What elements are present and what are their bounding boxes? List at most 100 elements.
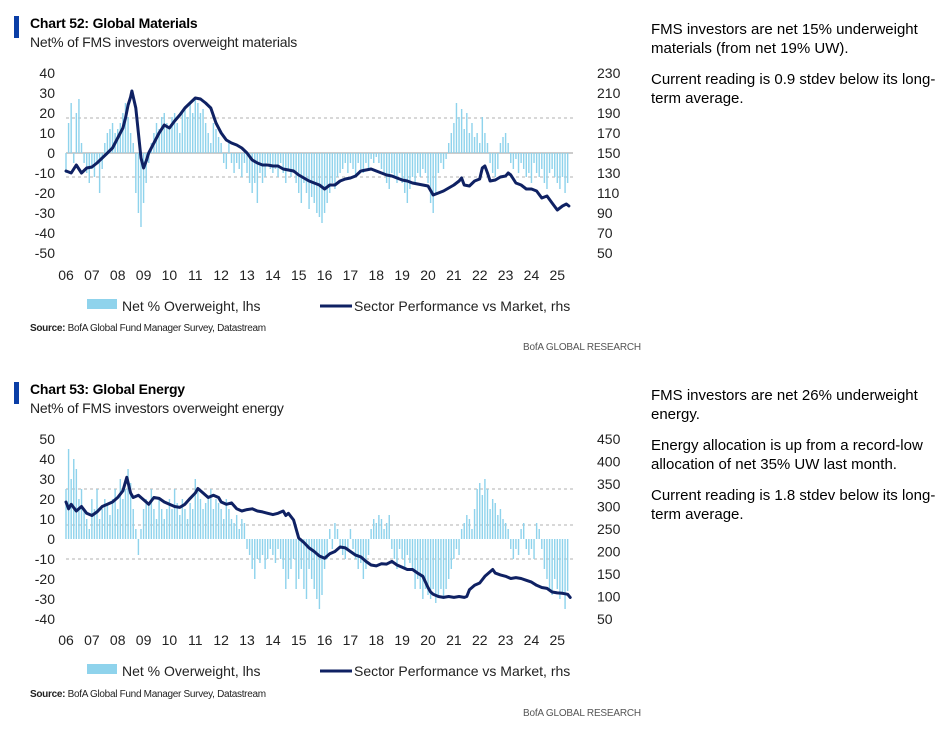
bar-net-overweight [173,489,176,539]
bar-net-overweight [310,153,313,197]
bar-net-overweight [290,153,292,177]
bar-net-overweight [489,509,491,539]
bar-net-overweight [91,153,93,169]
bar-net-overweight [432,153,434,213]
bar-net-overweight [197,489,199,539]
bar-net-overweight [132,143,134,153]
bar-net-overweight [401,539,403,559]
bar-net-overweight [168,129,171,153]
bar-net-overweight [393,539,396,559]
y-left-tick-label: 0 [47,531,55,547]
bar-net-overweight [453,123,455,153]
x-tick-label: 12 [213,267,229,283]
bar-net-overweight [212,509,215,539]
y-left-tick-label: 30 [39,471,55,487]
bar-net-overweight [427,153,429,183]
bar-net-overweight [163,519,165,539]
bar-net-overweight [85,519,88,539]
bar-net-overweight [272,153,274,173]
bar-net-overweight [160,509,163,539]
bar-net-overweight [504,133,507,153]
y-left-tick-label: -20 [35,571,55,587]
bar-net-overweight [287,153,290,169]
bar-net-overweight [215,129,217,153]
bar-net-overweight [396,153,398,183]
bar-net-overweight [251,539,253,569]
bar-net-overweight [217,137,220,153]
y-right-tick-label: 130 [597,165,621,181]
bar-net-overweight [329,153,331,193]
bar-net-overweight [210,143,212,153]
legend-swatch-bars [87,664,117,674]
bar-net-overweight [295,153,297,183]
bar-net-overweight [145,153,147,183]
bar-net-overweight [129,483,132,539]
bar-net-overweight [75,113,78,153]
bar-net-overweight [566,539,569,591]
bar-net-overweight [352,539,354,549]
bar-net-overweight [140,153,142,227]
bar-net-overweight [354,153,357,177]
x-tick-label: 09 [136,267,152,283]
x-tick-label: 21 [446,267,462,283]
x-tick-label: 16 [317,632,333,648]
bar-net-overweight [515,539,517,549]
bar-net-overweight [241,519,243,539]
bar-net-overweight [507,529,509,539]
commentary-paragraph: Current reading is 1.8 stdev below its l… [651,487,936,523]
y-left-tick-label: 20 [39,105,55,121]
bar-net-overweight [336,529,339,539]
bar-net-overweight [445,539,447,589]
bar-net-overweight [463,523,465,539]
commentary-paragraph: FMS investors are net 26% underweight en… [651,387,918,423]
bar-net-overweight [450,133,453,153]
bar-net-overweight [473,509,476,539]
bar-net-overweight [150,489,153,539]
bar-net-overweight [119,123,122,153]
bar-net-overweight [269,539,271,549]
bar-net-overweight [427,539,429,595]
bar-net-overweight [473,137,476,153]
bar-net-overweight [166,123,168,153]
bar-net-overweight [109,515,111,539]
bar-net-overweight [132,509,134,539]
x-tick-label: 23 [498,267,514,283]
y-right-tick-label: 100 [597,589,621,605]
bar-net-overweight [398,153,401,173]
x-tick-label: 08 [110,267,126,283]
bar-net-overweight [502,137,504,153]
bar-net-overweight [556,539,559,589]
chart-source: Source: BofA Global Fund Manager Survey,… [30,323,266,334]
bar-net-overweight [476,489,478,539]
bar-net-overweight [404,539,406,569]
commentary-paragraph: Energy allocation is up from a record-lo… [651,437,923,473]
bar-net-overweight [212,123,215,153]
bar-net-overweight [65,489,67,539]
bar-net-overweight [471,123,473,153]
bar-net-overweight [378,515,380,539]
bar-net-overweight [548,153,551,173]
x-tick-label: 07 [84,267,100,283]
bar-net-overweight [318,539,321,609]
bar-net-overweight [290,539,292,569]
y-right-tick-label: 50 [597,245,613,261]
bar-net-overweight [264,539,266,569]
bar-net-overweight [230,153,233,163]
bar-net-overweight [261,153,264,183]
bar-net-overweight [419,539,421,589]
commentary-paragraph: Current reading is 0.9 stdev below its l… [651,71,936,107]
line-sector-performance [64,475,572,599]
bar-net-overweight [122,499,124,539]
bar-net-overweight [223,519,225,539]
bar-net-overweight [124,489,127,539]
y-left-tick-label: 30 [39,85,55,101]
bar-net-overweight [375,153,378,157]
bar-net-overweight [391,153,393,173]
bar-net-overweight [158,129,160,153]
bar-net-overweight [248,539,251,555]
bar-net-overweight [248,153,251,183]
bar-net-overweight [73,459,75,539]
bar-net-overweight [504,523,507,539]
bar-net-overweight [109,129,111,153]
x-tick-label: 12 [213,632,229,648]
